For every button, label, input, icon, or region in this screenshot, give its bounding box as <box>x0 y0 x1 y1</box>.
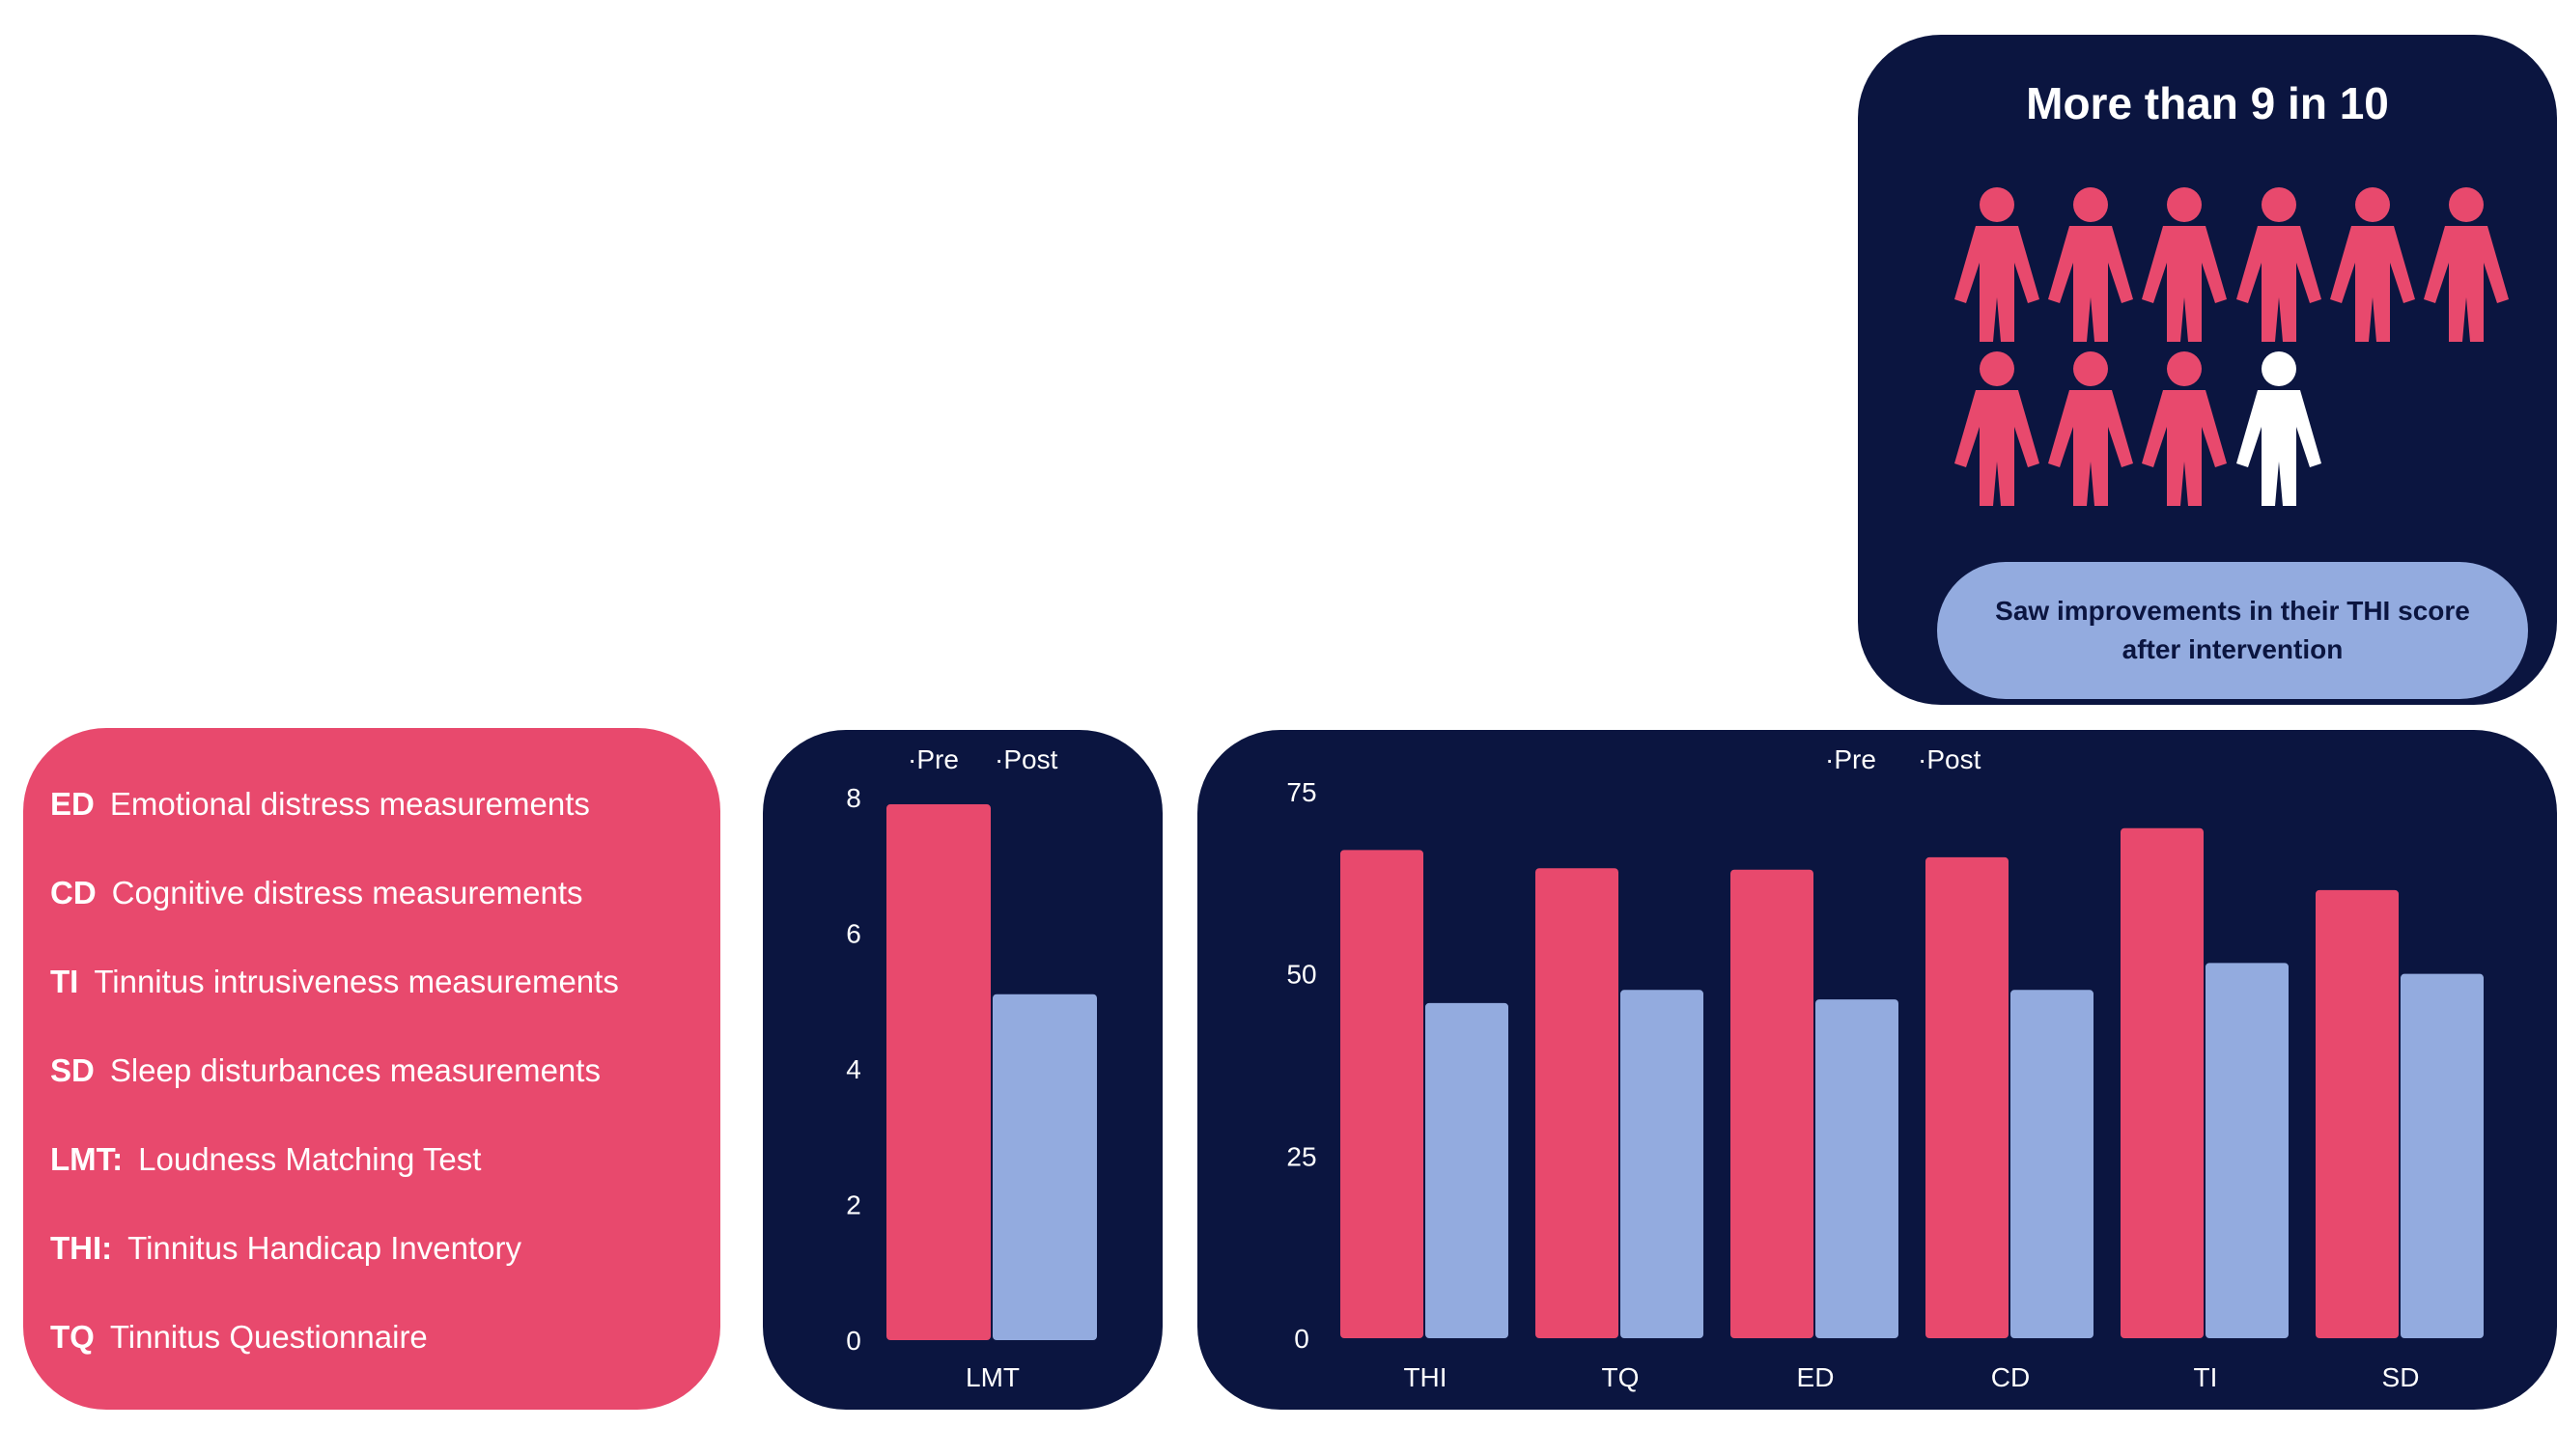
legend-abbr: SD <box>50 1052 95 1088</box>
y-tick-label: 0 <box>846 1326 861 1356</box>
person-icon <box>2142 187 2227 342</box>
person-icon <box>1954 187 2039 342</box>
x-tick-label: CD <box>1991 1362 2030 1392</box>
legend-abbr: CD <box>50 875 97 910</box>
legend-item: LMT: Loudness Matching Test <box>50 1141 481 1178</box>
legend-text: Emotional distress measurements <box>109 786 590 822</box>
bar-pre-lmt <box>886 804 991 1340</box>
legend-abbr: THI: <box>50 1230 113 1266</box>
legend-entry-post: ·Post <box>1918 744 1981 774</box>
chart-legend: ·Pre ·Post <box>908 744 1058 774</box>
lmt-chart-panel: ·Pre ·Post 0 2 4 6 8 LMT <box>763 730 1163 1410</box>
bar-pre-tq <box>1535 868 1618 1338</box>
chart-legend: ·Pre ·Post <box>1825 744 1981 774</box>
bar-post-lmt <box>993 994 1097 1340</box>
x-tick-label: LMT <box>966 1362 1020 1392</box>
legend-entry-pre: ·Pre <box>908 744 959 774</box>
bar-pre-ti <box>2121 827 2204 1338</box>
person-icon <box>2424 187 2509 342</box>
y-tick-label: 0 <box>1294 1324 1309 1354</box>
x-tick-label: SD <box>2382 1362 2420 1392</box>
legend-entry-pre: ·Pre <box>1825 744 1876 774</box>
legend-abbr: ED <box>50 786 95 822</box>
legend-item: ED Emotional distress measurements <box>50 786 590 823</box>
x-tick-label: TQ <box>1602 1362 1640 1392</box>
bar-post-thi <box>1425 1002 1508 1338</box>
person-icon <box>2048 187 2133 342</box>
legend-abbr: LMT: <box>50 1141 124 1177</box>
y-tick-label: 75 <box>1286 777 1316 807</box>
legend-abbr: TQ <box>50 1319 95 1355</box>
bar-post-ti <box>2206 963 2289 1338</box>
person-icon <box>2142 351 2227 506</box>
bar-post-sd <box>2401 973 2484 1338</box>
legend-text: Tinnitus Questionnaire <box>109 1319 428 1355</box>
infographic-caption: Saw improvements in their THI score afte… <box>1937 562 2528 699</box>
scores-chart: ·Pre ·Post 0 25 50 75 THI TQ ED CD TI SD <box>1286 744 2484 1392</box>
bar-post-tq <box>1620 990 1703 1338</box>
x-tick-label: ED <box>1797 1362 1835 1392</box>
y-tick-label: 25 <box>1286 1141 1316 1171</box>
x-tick-label: THI <box>1403 1362 1447 1392</box>
legend-text: Sleep disturbances measurements <box>109 1052 601 1088</box>
bar-post-ed <box>1815 999 1898 1338</box>
scores-chart-panel: ·Pre ·Post 0 25 50 75 THI TQ ED CD TI SD <box>1197 730 2557 1410</box>
legend-text: Cognitive distress measurements <box>111 875 583 910</box>
bar-post-cd <box>2010 990 2093 1338</box>
legend-item: TQ Tinnitus Questionnaire <box>50 1319 428 1356</box>
infographic-title: More than 9 in 10 <box>2026 78 2389 128</box>
bar-pre-cd <box>1925 856 2009 1338</box>
x-tick-label: TI <box>2194 1362 2218 1392</box>
legend-entry-post: ·Post <box>995 744 1058 774</box>
people-grid <box>1954 187 2509 506</box>
legend-text: Tinnitus intrusiveness measurements <box>94 964 619 999</box>
person-icon <box>2236 187 2321 342</box>
legend-item: THI: Tinnitus Handicap Inventory <box>50 1230 521 1267</box>
person-icon <box>2236 351 2321 506</box>
y-tick-label: 2 <box>846 1190 861 1220</box>
legend-abbr: TI <box>50 964 79 999</box>
legend-text: Loudness Matching Test <box>138 1141 482 1177</box>
bar-pre-ed <box>1730 869 1813 1338</box>
person-icon <box>2048 351 2133 506</box>
lmt-chart: ·Pre ·Post 0 2 4 6 8 LMT <box>846 744 1097 1392</box>
bar-pre-thi <box>1340 850 1423 1338</box>
person-icon <box>2330 187 2415 342</box>
bar-pre-sd <box>2316 889 2399 1338</box>
legend-item: SD Sleep disturbances measurements <box>50 1052 601 1089</box>
y-tick-label: 8 <box>846 783 861 813</box>
abbreviation-legend: ED Emotional distress measurements CD Cogni… <box>23 728 720 1410</box>
y-tick-label: 50 <box>1286 960 1316 990</box>
legend-item: TI Tinnitus intrusiveness measurements <box>50 964 619 1000</box>
infographic-panel: More than 9 in 10 Saw improvements in th… <box>1858 35 2557 705</box>
y-tick-label: 4 <box>846 1054 861 1084</box>
y-tick-label: 6 <box>846 919 861 949</box>
legend-item: CD Cognitive distress measurements <box>50 875 583 911</box>
legend-text: Tinnitus Handicap Inventory <box>127 1230 521 1266</box>
person-icon <box>1954 351 2039 506</box>
